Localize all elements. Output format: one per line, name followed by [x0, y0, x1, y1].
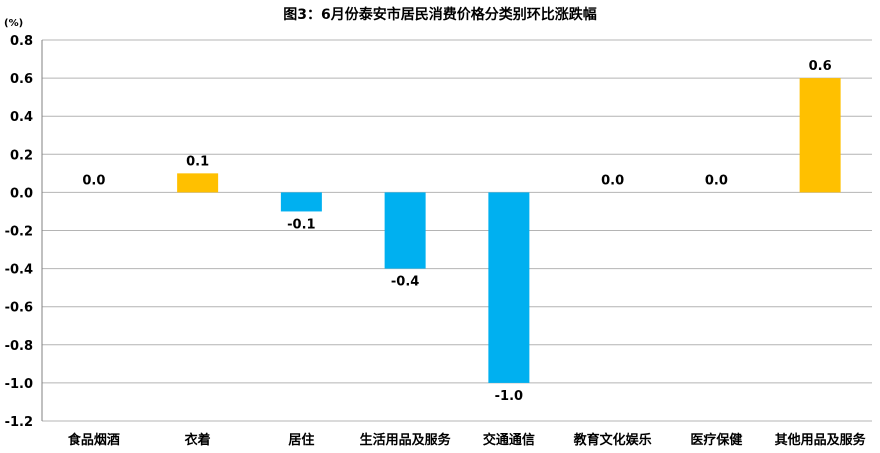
x-category-label: 居住 [288, 432, 314, 448]
x-category-label: 衣着 [185, 432, 211, 448]
x-category-label: 医疗保健 [690, 432, 742, 448]
y-tick-label: 0.8 [10, 34, 33, 49]
chart-title: 图3：6月份泰安市居民消费价格分类别环比涨跌幅 [283, 6, 596, 23]
y-tick-label: 0.2 [10, 148, 33, 163]
x-category-label: 教育文化娱乐 [573, 432, 652, 448]
data-labels: 0.0 0.1 -0.1 -0.4 -1.0 0.0 0.0 0.6 [82, 59, 831, 404]
y-tick-label: -0.2 [5, 225, 33, 240]
y-tick-label: -0.4 [5, 263, 33, 278]
y-tick-label: -1.0 [5, 377, 33, 392]
y-axis-ticks: 0.8 0.6 0.4 0.2 0.0 -0.2 -0.4 -0.6 -0.8 -1.0 -1.2 [5, 34, 33, 430]
x-category-label: 食品烟酒 [68, 432, 120, 448]
bar [799, 78, 841, 193]
bar [177, 173, 219, 193]
bars [177, 78, 841, 383]
y-tick-label: 0.4 [10, 110, 33, 125]
y-tick-label: 0.6 [10, 72, 33, 87]
x-category-label: 交通通信 [483, 432, 535, 448]
bar [384, 192, 426, 269]
data-label: 0.0 [601, 173, 624, 188]
y-tick-label: -0.6 [5, 301, 33, 316]
data-label: -0.1 [287, 217, 315, 232]
data-label: 0.0 [705, 173, 728, 188]
grid-lines [41, 39, 872, 422]
data-label: 0.0 [82, 173, 105, 188]
data-label: 0.6 [809, 59, 832, 74]
data-label: -0.4 [391, 275, 419, 290]
y-axis-unit: (%) [4, 18, 23, 29]
y-tick-label: -1.2 [5, 415, 33, 430]
x-category-label: 生活用品及服务 [360, 432, 452, 448]
data-label: -1.0 [495, 389, 523, 404]
x-axis-categories: 食品烟酒 衣着 居住 生活用品及服务 交通通信 教育文化娱乐 医疗保健 其他用品及服务 [68, 432, 867, 448]
bar [488, 192, 530, 383]
bar [280, 192, 322, 212]
data-label: 0.1 [186, 154, 209, 169]
y-tick-label: 0.0 [10, 186, 33, 201]
x-category-label: 其他用品及服务 [775, 432, 867, 448]
y-tick-label: -0.8 [5, 339, 33, 354]
